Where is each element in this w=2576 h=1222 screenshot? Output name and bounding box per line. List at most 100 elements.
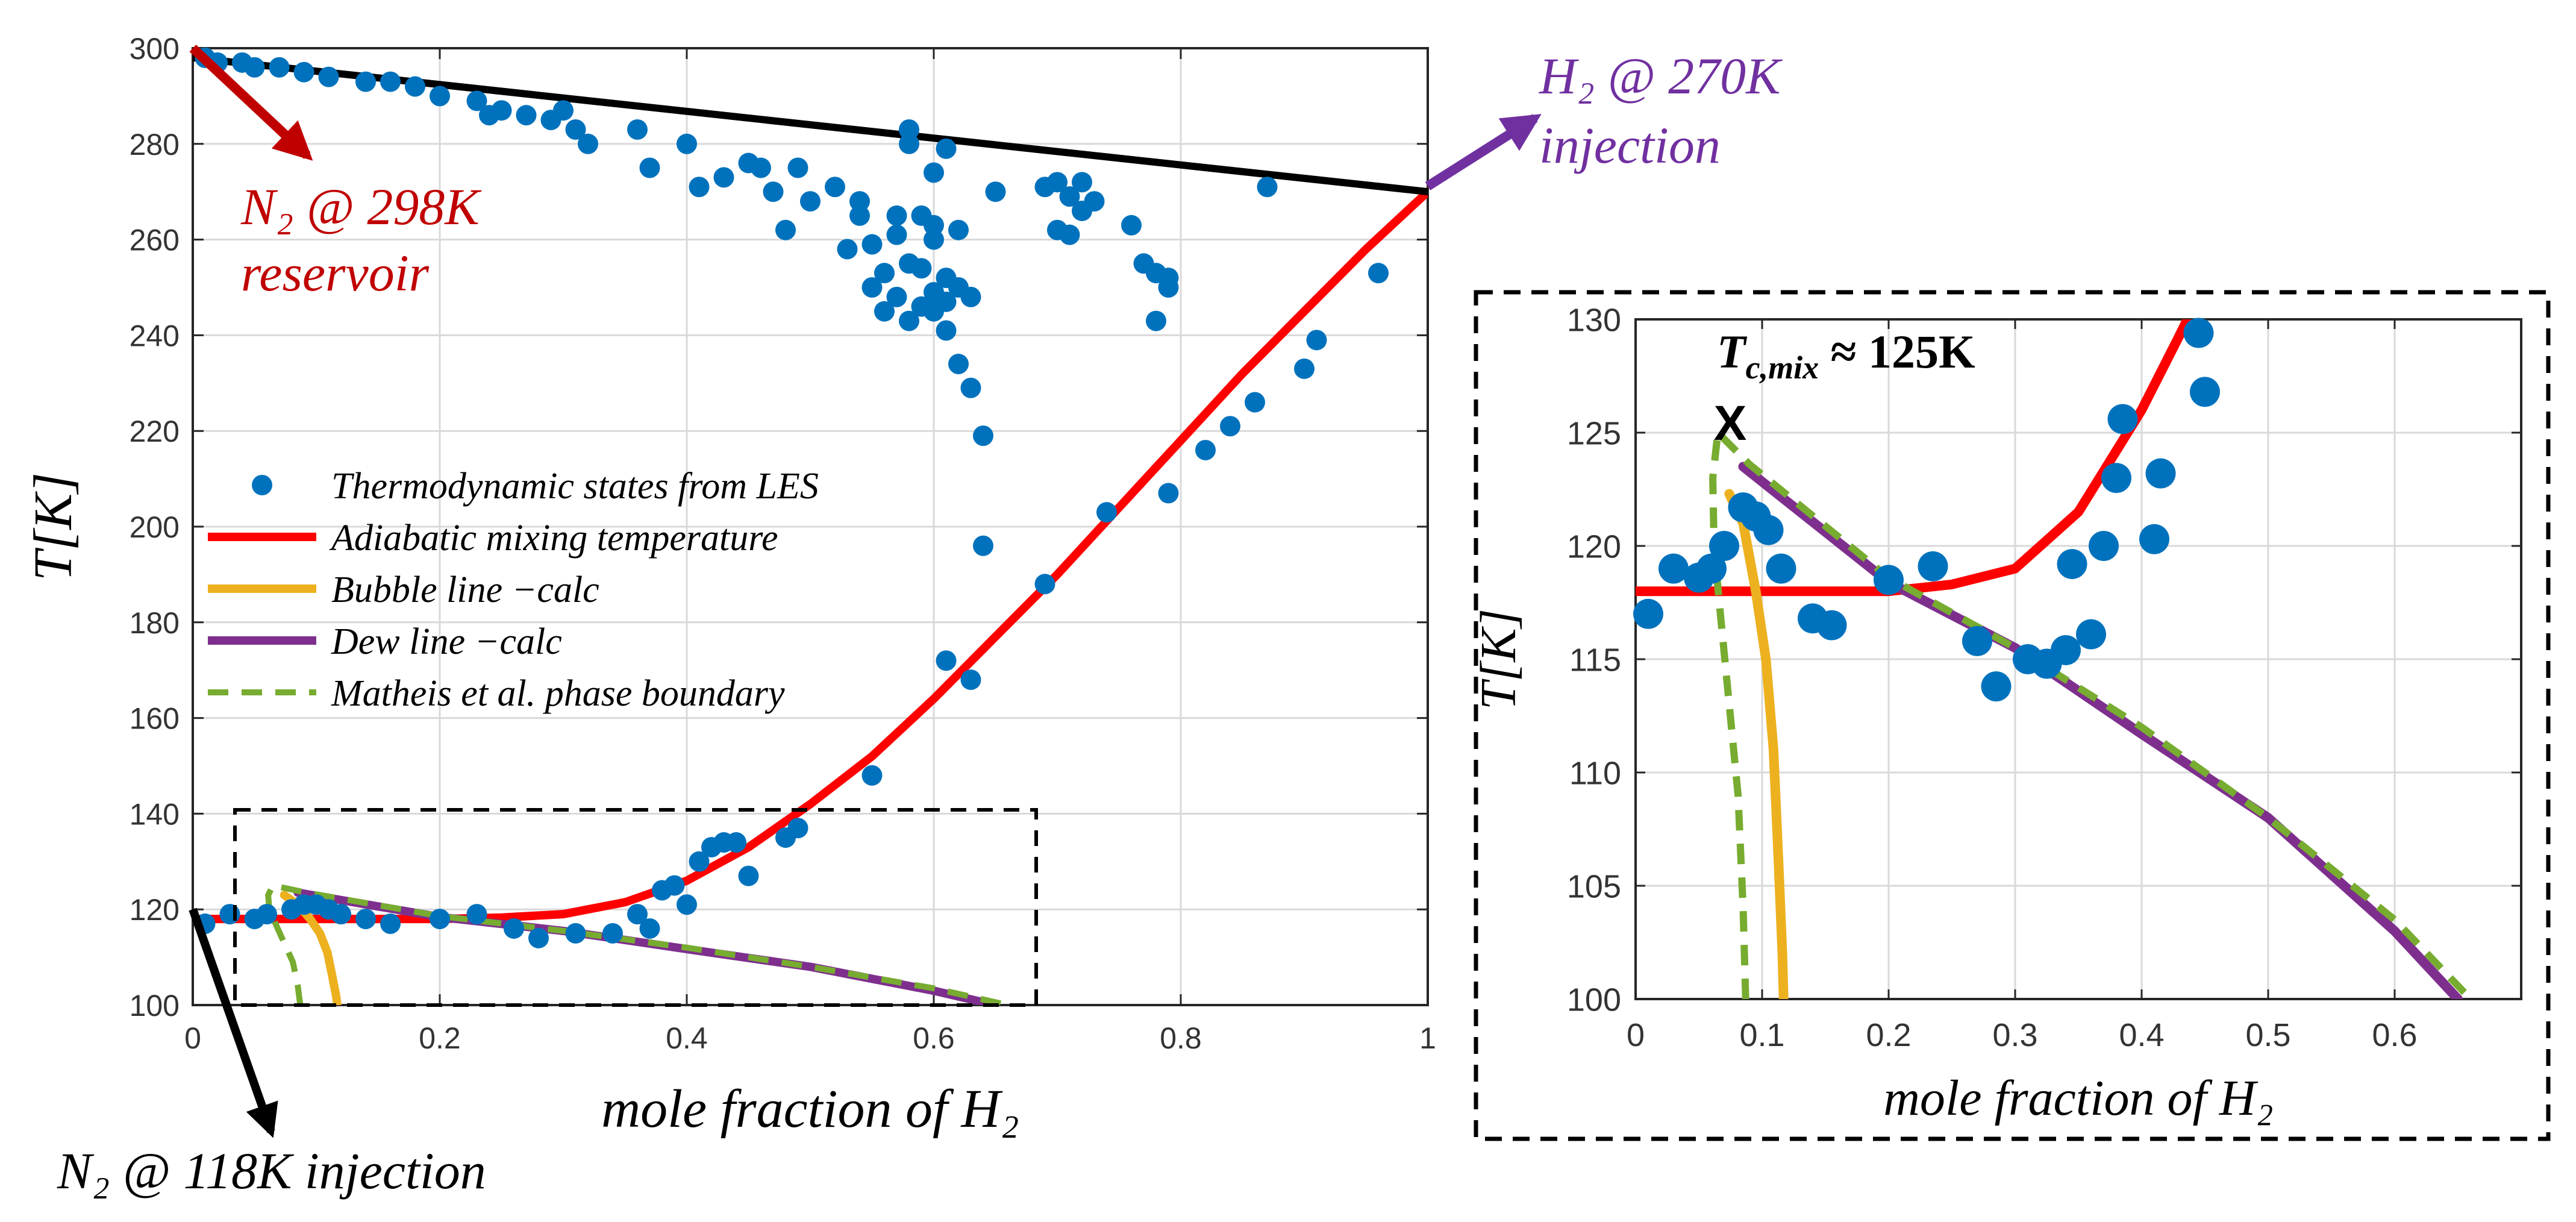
main-les-point <box>1257 177 1278 198</box>
main-les-point <box>1294 358 1315 379</box>
legend-marker-les <box>252 475 272 495</box>
tc-subscript: c,mix <box>1746 349 1819 386</box>
main-les-point <box>1158 268 1179 289</box>
inset-chart: 0 0.1 0.2 0.3 0.4 0.5 0.6 100 105 110 115 120 125 13… <box>1471 290 2551 1141</box>
legend-label-les: Thermodynamic states from LES <box>331 466 819 507</box>
n2-reservoir-label-1: N₂ @ 298K <box>240 178 482 236</box>
inset-les-point <box>1981 671 2012 702</box>
inset-les-point <box>2101 463 2131 494</box>
main-les-point <box>1368 263 1389 284</box>
main-y-tick-label: 300 <box>130 32 180 66</box>
main-y-tick-label: 180 <box>130 606 180 640</box>
inset-les-point <box>2190 377 2220 407</box>
main-les-point <box>565 923 586 944</box>
inset-les-point <box>1633 598 1663 629</box>
main-x-axis-label: mole fraction of H₂ <box>601 1079 1019 1139</box>
main-les-point <box>627 119 648 140</box>
main-les-point <box>565 119 586 140</box>
main-y-tick-label: 220 <box>130 415 180 448</box>
inset-x-axis-label: mole fraction of H₂ <box>1883 1070 2273 1126</box>
legend-label-matheis: Matheis et al. phase boundary <box>331 673 785 714</box>
inset-les-point <box>1874 565 1904 595</box>
n2-reservoir-label-2: reservoir <box>241 244 430 302</box>
inset-bubble-line-calc-line <box>1724 489 1789 999</box>
main-les-point <box>528 927 549 948</box>
main-les-point <box>269 57 290 78</box>
main-les-point <box>936 138 957 159</box>
inset-les-point <box>2051 634 2081 665</box>
inset-x-tick-label: 0 <box>1627 1017 1645 1053</box>
main-x-tick-label: 1 <box>1419 1021 1436 1055</box>
legend-label-bubble: Bubble line −calc <box>331 569 599 610</box>
main-scatter <box>195 47 1389 948</box>
main-les-point <box>504 918 524 939</box>
main-les-point <box>960 669 981 691</box>
main-les-point <box>800 191 821 212</box>
main-les-point <box>936 650 957 671</box>
main-les-point <box>948 354 969 375</box>
n2-injection-label: N₂ @ 118K injection <box>57 1142 486 1200</box>
main-les-point <box>1220 416 1240 437</box>
main-les-point <box>861 234 883 255</box>
main-les-point <box>775 219 796 240</box>
main-les-point <box>751 157 771 178</box>
inset-les-point <box>2183 318 2214 348</box>
main-les-point <box>886 286 907 307</box>
inset-y-tick-label: 110 <box>1569 755 1621 791</box>
main-les-point <box>430 909 450 930</box>
main-les-point <box>1195 439 1216 460</box>
inset-x-tick-label: 0.5 <box>2245 1017 2290 1053</box>
inset-x-tick-label: 0.6 <box>2372 1017 2417 1053</box>
main-les-point <box>639 157 660 178</box>
main-les-point <box>602 923 623 944</box>
h2-injection-label-2: injection <box>1539 116 1721 174</box>
inset-x-ticks: 0 0.1 0.2 0.3 0.4 0.5 0.6 <box>1627 319 2418 1053</box>
main-les-point <box>1059 224 1080 245</box>
main-les-point <box>219 904 240 925</box>
main-les-point <box>849 191 870 212</box>
inset-les-point <box>1766 553 1796 584</box>
main-les-point <box>355 909 376 930</box>
n2-reservoir-annotation: N₂ @ 298K reservoir <box>189 45 482 302</box>
main-les-point <box>405 76 425 97</box>
main-les-point <box>1245 392 1265 413</box>
main-les-point <box>874 301 895 322</box>
main-les-point <box>466 90 487 111</box>
main-mixing-reference-line-line <box>193 54 1428 196</box>
main-y-tick-label: 160 <box>130 702 180 736</box>
main-les-point <box>825 177 845 198</box>
main-les-point <box>837 239 858 260</box>
main-les-point <box>738 865 759 886</box>
main-les-point <box>924 162 944 183</box>
main-les-point <box>331 904 351 925</box>
main-les-point <box>318 66 339 87</box>
inset-les-point <box>1962 625 1992 656</box>
main-les-point <box>948 219 969 240</box>
inset-les-point <box>2107 404 2138 434</box>
inset-les-point <box>2089 531 2119 561</box>
main-les-point <box>985 181 1006 202</box>
main-les-point <box>639 918 660 939</box>
main-les-point <box>491 100 512 121</box>
h2-injection-label-1: H₂ @ 270K <box>1539 47 1783 105</box>
main-les-point <box>936 291 957 312</box>
main-les-point <box>1146 310 1166 331</box>
main-y-ticks: 100 120 140 160 180 200 220 240 260 280 300 <box>130 32 1428 1023</box>
inset-y-tick-label: 115 <box>1569 642 1621 678</box>
legend-label-adiabatic: Adiabatic mixing temperature <box>329 518 778 559</box>
main-les-point <box>1306 330 1327 351</box>
main-les-point <box>899 119 919 140</box>
main-les-point <box>861 765 883 786</box>
main-les-point <box>516 105 537 126</box>
main-les-point <box>886 224 907 245</box>
inset-les-point <box>1816 610 1847 641</box>
main-y-tick-label: 280 <box>130 128 180 161</box>
main-matheis-et-al-phase-boundary-line <box>265 882 1009 1005</box>
main-y-tick-label: 240 <box>130 319 180 352</box>
main-les-point <box>430 86 450 107</box>
main-les-point <box>713 167 734 188</box>
main-y-tick-label: 120 <box>130 893 180 927</box>
main-x-ticks: 0 0.2 0.4 0.6 0.8 1 <box>184 48 1436 1055</box>
main-les-point <box>627 904 648 925</box>
